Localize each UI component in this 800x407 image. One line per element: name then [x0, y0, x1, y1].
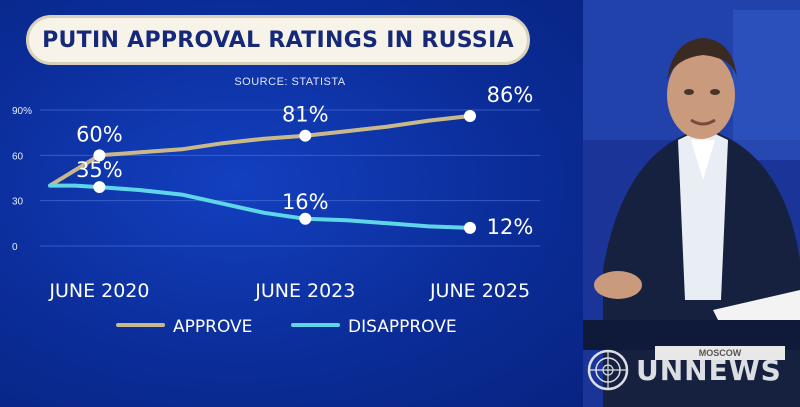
legend-label-approve: APPROVE	[173, 317, 252, 337]
data-label: 81%	[282, 103, 329, 127]
line-chart: 0 30 60 90% JUNE 2020 JUNE 2023 JUNE 2025 60% 81…	[12, 83, 540, 337]
data-label: 16%	[282, 190, 329, 214]
watermark: UNNEWS	[586, 349, 782, 391]
data-point	[299, 129, 312, 142]
data-point	[464, 221, 476, 234]
chart-source: SOURCE: STATISTA	[234, 76, 346, 88]
chart-title: PUTIN APPROVAL RATINGS IN RUSSIA	[42, 27, 514, 53]
chart-title-banner: PUTIN APPROVAL RATINGS IN RUSSIA	[26, 15, 530, 65]
y-tick-label: 0	[12, 242, 18, 253]
data-point	[93, 181, 106, 194]
presenter-image	[583, 0, 800, 407]
y-tick-label: 30	[12, 197, 24, 208]
x-tick-label: JUNE 2023	[254, 280, 355, 302]
watermark-text: UNNEWS	[636, 353, 782, 387]
series-line-disapprove	[48, 183, 472, 230]
data-point	[464, 110, 476, 123]
data-point	[93, 149, 106, 162]
x-tick-label: JUNE 2025	[429, 280, 530, 302]
y-tick-label: 90%	[12, 106, 32, 117]
data-point	[299, 212, 312, 225]
location-tag: MOSCOW	[655, 346, 785, 360]
data-label: 12%	[487, 215, 534, 239]
chart-panel: PUTIN APPROVAL RATINGS IN RUSSIA SOURCE:…	[0, 0, 590, 407]
data-label: 86%	[487, 83, 534, 107]
data-label: 35%	[76, 158, 123, 182]
x-tick-label: JUNE 2020	[48, 280, 149, 302]
un-emblem-icon	[587, 349, 629, 391]
data-label: 60%	[76, 122, 123, 146]
y-tick-label: 60	[12, 151, 24, 162]
video-feed	[583, 0, 800, 407]
legend-label-disapprove: DISAPPROVE	[348, 317, 457, 337]
